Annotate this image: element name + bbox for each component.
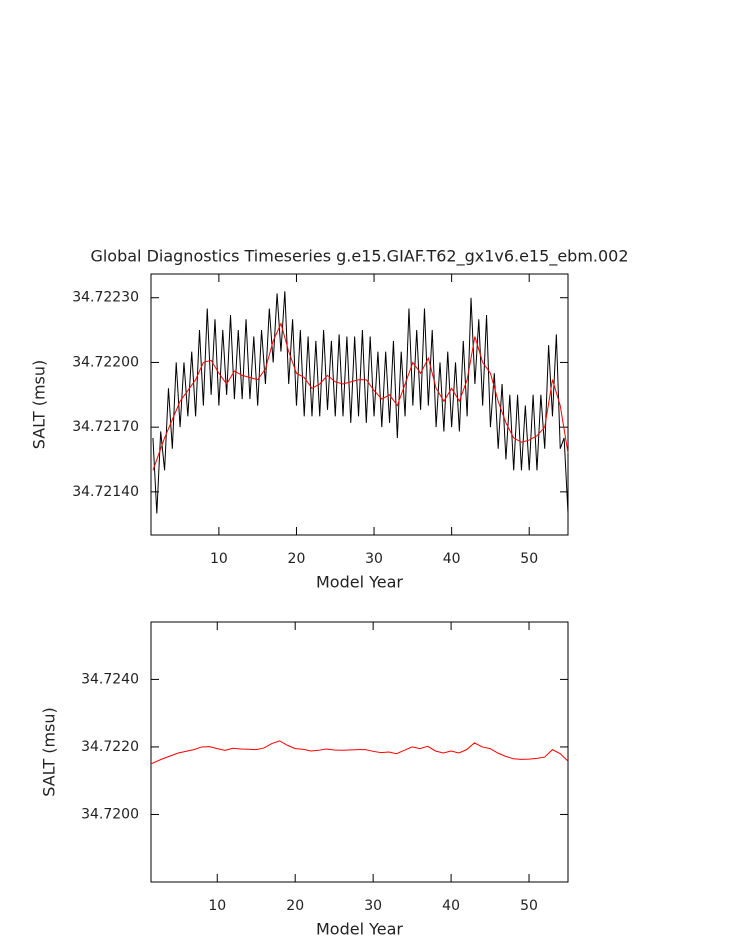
x-axis-label: Model Year [316,573,403,592]
y-tick-label: 34.72230 [72,290,139,306]
chart-title: Global Diagnostics Timeseries g.e15.GIAF… [90,247,628,267]
y-tick-label: 34.7240 [81,671,139,687]
series-line [150,740,569,765]
plot-frame [150,273,569,536]
x-tick-label: 20 [286,898,304,914]
y-tick-label: 34.72140 [72,484,139,500]
plot-frame [150,621,569,883]
x-tick-label: 50 [520,551,538,567]
x-tick-label: 50 [520,898,538,914]
x-tick-label: 10 [210,551,228,567]
y-tick-label: 34.7220 [81,739,139,755]
x-tick-label: 20 [288,551,306,567]
y-tick-label: 34.72170 [72,419,139,435]
y-axis-label: SALT (msu) [30,360,49,450]
series-line [152,322,569,471]
x-tick-label: 30 [365,551,383,567]
y-tick-label: 34.72200 [72,354,139,370]
x-tick-label: 10 [208,898,226,914]
x-tick-label: 40 [443,551,461,567]
x-axis-label: Model Year [316,920,403,939]
x-tick-label: 40 [442,898,460,914]
y-axis-label: SALT (msu) [40,707,59,797]
x-tick-label: 30 [364,898,382,914]
series-line [152,291,569,514]
y-tick-label: 34.7200 [81,806,139,822]
